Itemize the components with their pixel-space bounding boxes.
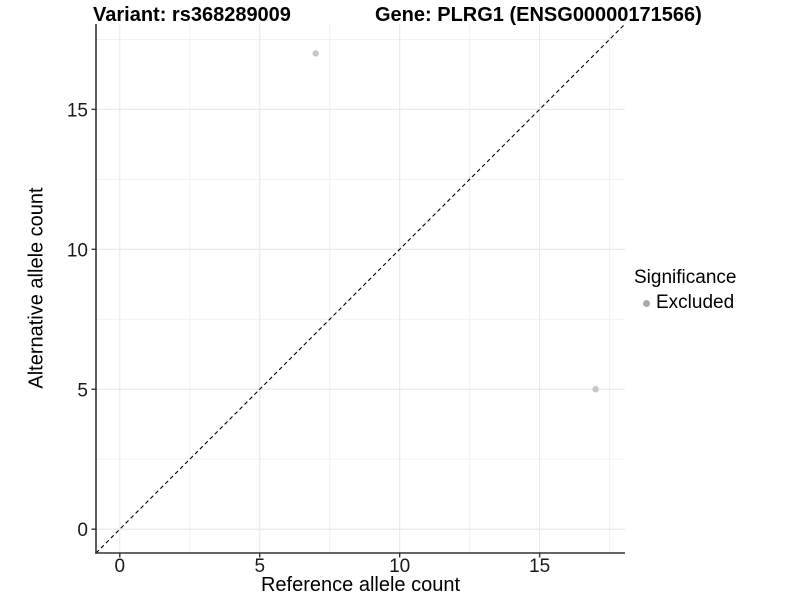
y-tick-label: 15 (67, 100, 88, 121)
legend-entry-label: Excluded (656, 292, 735, 313)
legend-title: Significance (634, 267, 737, 288)
x-tick-label: 0 (115, 556, 126, 577)
legend-entry-excluded: Excluded (634, 292, 736, 314)
x-axis-title: Reference allele count (260, 574, 460, 596)
plot-title-gene: Gene: PLRG1 (ENSG00000171566) (375, 4, 702, 26)
y-tick-label: 5 (77, 380, 88, 401)
plot-title-variant: Variant: rs368289009 (93, 4, 291, 26)
y-tick-label: 0 (77, 520, 88, 541)
x-tick-label: 10 (389, 556, 410, 577)
legend-key-dot (643, 299, 650, 307)
legend: Significance Excluded (634, 266, 736, 314)
x-tick-label: 15 (529, 556, 550, 577)
data-point (312, 50, 319, 57)
x-tick-label: 5 (254, 556, 265, 577)
y-tick-label: 10 (67, 240, 88, 261)
data-point (592, 386, 599, 393)
identity-reference-line (95, 23, 626, 554)
y-axis-title: Alternative allele count (25, 187, 48, 389)
